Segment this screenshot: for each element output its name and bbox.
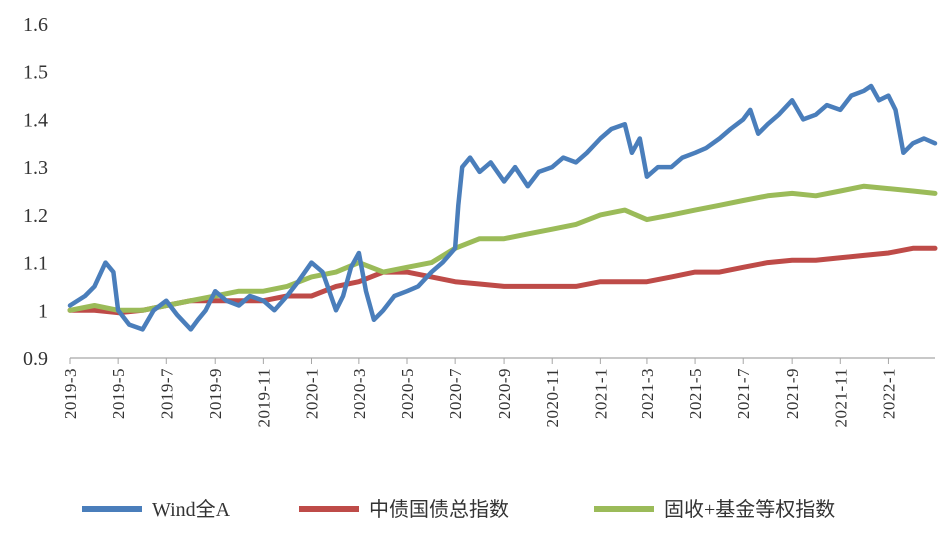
y-tick-label: 1.4 xyxy=(23,109,48,131)
x-tick-label: 2019-5 xyxy=(109,368,128,419)
x-tick-label: 2020-1 xyxy=(303,368,322,419)
x-tick-label: 2021-7 xyxy=(734,368,753,419)
y-tick-label: 1.6 xyxy=(23,14,48,36)
y-tick-label: 1.1 xyxy=(23,253,48,275)
x-tick-label: 2021-9 xyxy=(783,368,802,419)
y-tick-label: 1.5 xyxy=(23,62,48,84)
x-tick-label: 2020-3 xyxy=(350,368,369,419)
x-tick-label: 2019-3 xyxy=(61,368,80,419)
x-tick-label: 2020-11 xyxy=(543,368,562,428)
x-tick-label: 2021-5 xyxy=(686,368,705,419)
y-tick-label: 0.9 xyxy=(23,348,48,370)
x-tick-label: 2020-7 xyxy=(446,368,465,419)
y-axis-ticks: 0.9 1 1.1 1.2 1.3 1.4 1.5 1.6 xyxy=(23,14,48,370)
x-tick-label: 2020-9 xyxy=(495,368,514,419)
legend-label: 固收+基金等权指数 xyxy=(664,498,835,521)
x-tick-label: 2019-7 xyxy=(157,368,176,419)
x-tick-label: 2022-1 xyxy=(879,368,898,419)
x-tick-label: 2021-3 xyxy=(638,368,657,419)
x-tick-label: 2021-11 xyxy=(831,368,850,428)
series-line-3 xyxy=(67,183,938,313)
y-tick-label: 1 xyxy=(38,300,48,322)
x-tick-label: 2019-9 xyxy=(206,368,225,419)
series-lines xyxy=(67,83,938,332)
legend: Wind全A 中债国债总指数 固收+基金等权指数 xyxy=(82,498,835,521)
legend-label: Wind全A xyxy=(152,498,231,521)
legend-label: 中债国债总指数 xyxy=(369,498,509,521)
x-tick-label: 2020-5 xyxy=(398,368,417,419)
y-tick-label: 1.3 xyxy=(23,157,48,179)
x-tick-label: 2019-11 xyxy=(254,368,273,428)
y-tick-label: 1.2 xyxy=(23,205,48,227)
x-axis: 2019-3 2019-5 2019-7 2019-9 2019-11 2020-1 202… xyxy=(61,357,935,428)
x-tick-label: 2021-1 xyxy=(591,368,610,419)
series-line-1 xyxy=(67,83,938,332)
series-line-2 xyxy=(67,245,938,316)
